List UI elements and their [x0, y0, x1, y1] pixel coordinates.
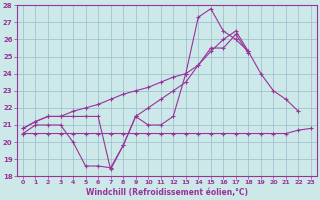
X-axis label: Windchill (Refroidissement éolien,°C): Windchill (Refroidissement éolien,°C) [86, 188, 248, 197]
